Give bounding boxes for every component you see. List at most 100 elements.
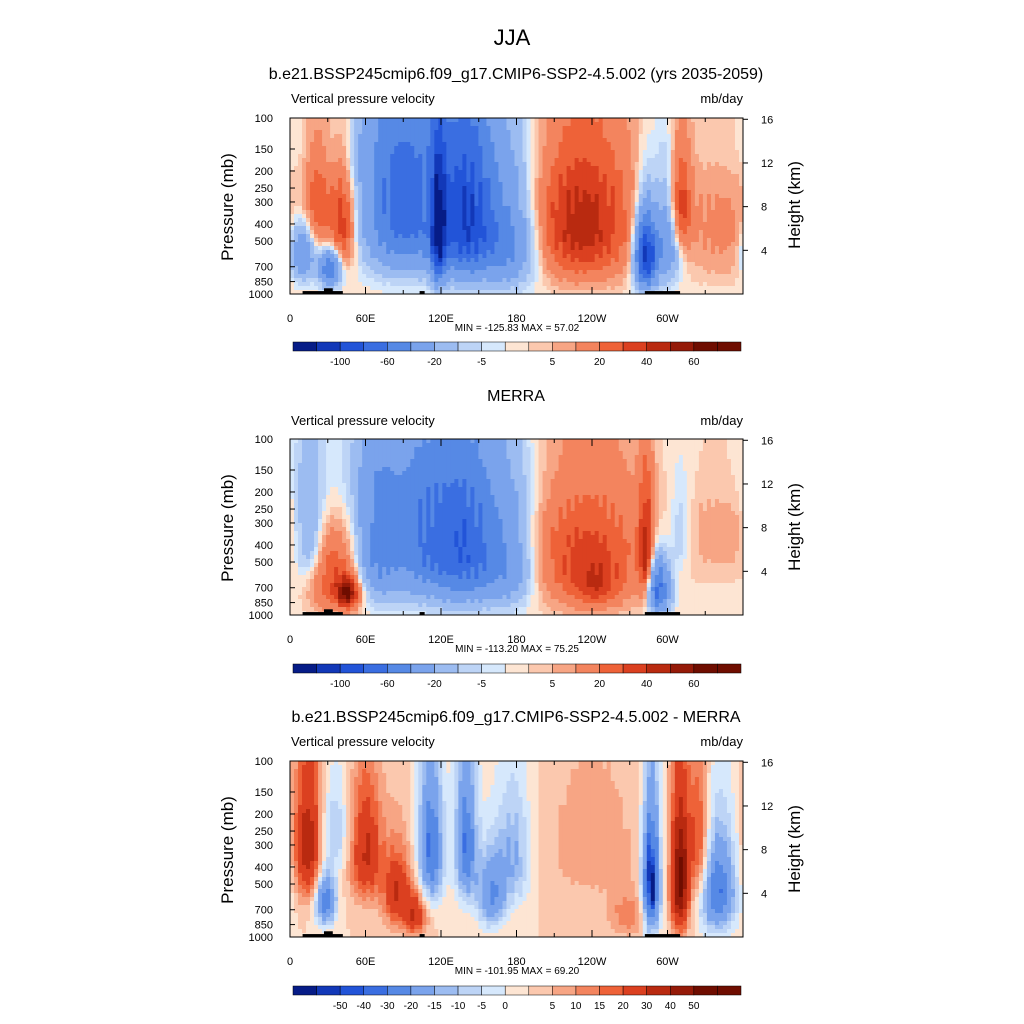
heatmap-cell xyxy=(490,186,496,191)
heatmap-cell xyxy=(474,162,480,167)
heatmap-cell xyxy=(442,202,447,207)
heatmap-cell xyxy=(722,254,728,259)
heatmap-cell xyxy=(546,118,552,123)
heatmap-cell xyxy=(614,146,620,151)
heatmap-cell xyxy=(634,126,640,131)
heatmap-cell xyxy=(354,282,359,287)
heatmap-cell xyxy=(346,158,351,163)
heatmap-cell xyxy=(578,230,584,235)
heatmap-cell xyxy=(698,130,704,135)
heatmap-cell xyxy=(318,262,323,267)
heatmap-cell xyxy=(734,150,740,155)
heatmap-cell xyxy=(442,130,447,135)
heatmap-cell xyxy=(526,158,532,163)
heatmap-cell xyxy=(418,154,423,159)
heatmap-cell xyxy=(350,286,355,291)
heatmap-cell xyxy=(618,226,624,231)
heatmap-cell xyxy=(622,122,628,127)
heatmap-cell xyxy=(566,230,572,235)
heatmap-cell xyxy=(594,202,600,207)
heatmap-cell xyxy=(398,206,403,211)
heatmap-cell xyxy=(390,230,395,235)
heatmap-cell xyxy=(550,166,556,171)
heatmap-cell xyxy=(678,254,684,259)
heatmap-cell xyxy=(478,254,484,259)
heatmap-cell xyxy=(522,198,528,203)
heatmap-cell xyxy=(674,122,680,127)
heatmap-cell xyxy=(734,194,740,199)
heatmap-cell xyxy=(734,222,740,227)
heatmap-cell xyxy=(434,206,439,211)
heatmap-cell xyxy=(734,230,740,235)
heatmap-cell xyxy=(342,154,347,159)
heatmap-cell xyxy=(390,250,395,255)
heatmap-cell xyxy=(646,146,652,151)
heatmap-cell xyxy=(606,138,612,143)
heatmap-cell xyxy=(698,154,704,159)
heatmap-cell xyxy=(458,178,463,183)
heatmap-cell xyxy=(526,234,532,239)
heatmap-cell xyxy=(474,174,480,179)
heatmap-cell xyxy=(714,158,720,163)
heatmap-cell xyxy=(638,150,644,155)
heatmap-cell xyxy=(434,138,439,143)
heatmap-cell xyxy=(334,258,339,263)
heatmap-cell xyxy=(318,174,323,179)
heatmap-cell xyxy=(526,254,532,259)
heatmap-cell xyxy=(586,250,592,255)
heatmap-cell xyxy=(362,162,367,167)
heatmap-cell xyxy=(458,286,463,291)
heatmap-cell xyxy=(506,210,512,215)
heatmap-cell xyxy=(658,218,664,223)
heatmap-cell xyxy=(494,194,500,199)
heatmap-cell xyxy=(526,166,532,171)
heatmap-cell xyxy=(546,230,552,235)
heatmap-cell xyxy=(726,126,732,131)
heatmap-cell xyxy=(598,214,604,219)
heatmap-cell xyxy=(446,142,451,147)
heatmap-cell xyxy=(606,130,612,135)
heatmap-cell xyxy=(694,246,700,251)
heatmap-cell xyxy=(322,186,327,191)
heatmap-cell xyxy=(642,210,648,215)
heatmap-cell xyxy=(362,198,367,203)
heatmap-cell xyxy=(610,118,616,123)
heatmap-cell xyxy=(378,162,383,167)
heatmap-cell xyxy=(518,162,524,167)
heatmap-cell xyxy=(646,154,652,159)
heatmap-cell xyxy=(522,150,528,155)
heatmap-cell xyxy=(622,282,628,287)
heatmap-cell xyxy=(394,146,399,151)
heatmap-cell xyxy=(422,178,427,183)
heatmap-cell xyxy=(542,290,548,294)
heatmap-cell xyxy=(526,186,532,191)
heatmap-cell xyxy=(638,178,644,183)
heatmap-cell xyxy=(542,282,548,287)
heatmap-cell xyxy=(526,238,532,243)
heatmap-cell xyxy=(310,194,315,199)
heatmap-cell xyxy=(370,210,375,215)
heatmap-cell xyxy=(634,206,640,211)
heatmap-cell xyxy=(670,174,676,179)
heatmap-cell xyxy=(358,154,363,159)
heatmap-cell xyxy=(346,254,351,259)
heatmap-cell xyxy=(386,246,391,251)
heatmap-cell xyxy=(386,118,391,123)
heatmap-cell xyxy=(714,182,720,187)
heatmap-cell xyxy=(662,226,668,231)
heatmap-cell xyxy=(338,210,343,215)
heatmap-cell xyxy=(330,274,335,279)
heatmap-cell xyxy=(514,162,520,167)
heatmap-cell xyxy=(726,170,732,175)
heatmap-cell xyxy=(558,186,564,191)
heatmap-cell xyxy=(446,266,451,271)
heatmap-cell xyxy=(646,210,652,215)
heatmap-cell xyxy=(670,258,676,263)
heatmap-cell xyxy=(490,222,496,227)
heatmap-cell xyxy=(350,154,355,159)
heatmap-cell xyxy=(642,146,648,151)
heatmap-cell xyxy=(614,126,620,131)
heatmap-cell xyxy=(690,194,696,199)
heatmap-cell xyxy=(398,154,403,159)
heatmap-cell xyxy=(294,222,299,227)
